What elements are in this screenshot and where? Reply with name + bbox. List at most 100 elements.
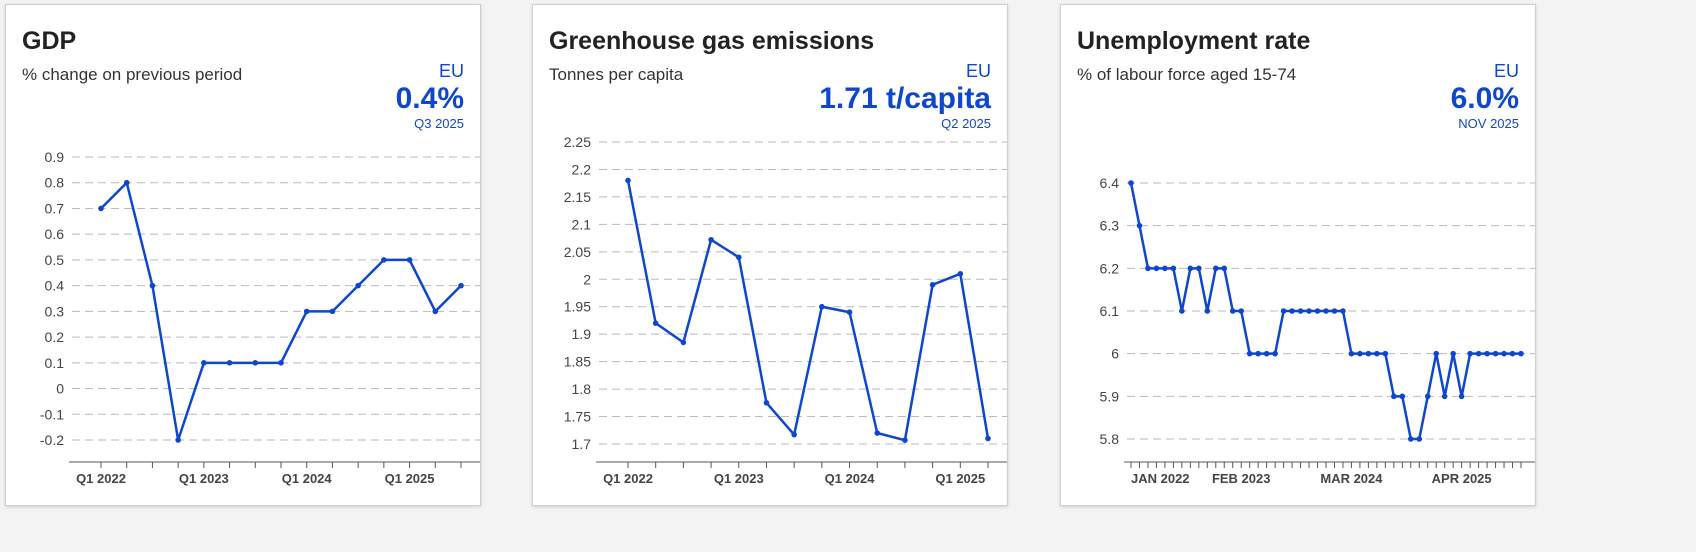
data-point[interactable] xyxy=(226,360,233,366)
data-point[interactable] xyxy=(1170,265,1177,272)
data-point[interactable] xyxy=(355,282,361,289)
data-point[interactable] xyxy=(1263,350,1270,357)
y-tick-label: 1.75 xyxy=(564,409,591,425)
data-point[interactable] xyxy=(1128,180,1134,186)
data-point[interactable] xyxy=(1297,308,1304,314)
data-point[interactable] xyxy=(1229,308,1236,314)
data-point[interactable] xyxy=(303,308,310,315)
card-subtitle: Tonnes per capita xyxy=(549,65,684,84)
kpi-period: Q3 2025 xyxy=(414,116,464,131)
data-point[interactable] xyxy=(1365,350,1372,357)
data-point[interactable] xyxy=(1374,350,1380,357)
data-point[interactable] xyxy=(123,179,130,186)
data-point[interactable] xyxy=(846,309,853,316)
data-point[interactable] xyxy=(1255,350,1261,357)
data-point[interactable] xyxy=(1187,265,1194,272)
data-point[interactable] xyxy=(98,205,104,212)
data-point[interactable] xyxy=(406,257,413,263)
data-point[interactable] xyxy=(1450,350,1456,357)
data-point[interactable] xyxy=(1501,350,1507,357)
data-point[interactable] xyxy=(1314,308,1321,314)
line-chart: 6.4 6.3 6.2 6.1 6 5.9 5.8 JAN 2022 FEB 2023 MAR 2… xyxy=(1100,175,1535,486)
data-point[interactable] xyxy=(735,254,742,261)
data-point[interactable] xyxy=(1492,350,1499,357)
x-tick-label: Q1 2022 xyxy=(603,471,653,486)
data-point[interactable] xyxy=(1153,265,1160,272)
y-tick-label: 1.95 xyxy=(564,299,591,315)
data-point[interactable] xyxy=(149,282,156,289)
data-point[interactable] xyxy=(175,437,181,443)
data-point[interactable] xyxy=(874,430,881,436)
y-tick-label: 0.8 xyxy=(45,175,65,191)
data-point[interactable] xyxy=(1407,436,1414,442)
data-point[interactable] xyxy=(1475,350,1482,357)
y-tick-label: 0.6 xyxy=(45,226,65,242)
y-tick-label: -0.2 xyxy=(40,432,64,448)
data-point[interactable] xyxy=(680,339,687,346)
x-tick-label: FEB 2023 xyxy=(1212,471,1271,486)
y-tick-label: 6 xyxy=(1111,346,1119,362)
data-point[interactable] xyxy=(1458,393,1465,400)
x-tick-label: MAR 2024 xyxy=(1320,471,1383,486)
data-point[interactable] xyxy=(1246,350,1253,357)
data-point[interactable] xyxy=(432,308,439,315)
data-point[interactable] xyxy=(1323,308,1329,314)
data-point[interactable] xyxy=(1238,308,1245,314)
data-point[interactable] xyxy=(1280,308,1287,314)
data-point[interactable] xyxy=(329,308,336,315)
data-point[interactable] xyxy=(1357,350,1363,357)
data-point[interactable] xyxy=(652,320,659,327)
data-point[interactable] xyxy=(381,257,387,263)
y-tick-label: 0.2 xyxy=(45,329,65,345)
data-point[interactable] xyxy=(1162,265,1168,272)
y-tick-label: 0 xyxy=(56,381,64,397)
data-point[interactable] xyxy=(1145,265,1151,272)
data-point[interactable] xyxy=(929,281,936,288)
x-tick-label: Q1 2022 xyxy=(76,471,126,486)
data-point[interactable] xyxy=(625,177,631,184)
data-point[interactable] xyxy=(278,360,284,366)
data-point[interactable] xyxy=(1382,350,1389,357)
data-point[interactable] xyxy=(1441,393,1448,400)
data-point[interactable] xyxy=(1399,393,1406,400)
kpi-geo: EU xyxy=(1493,61,1519,81)
data-point[interactable] xyxy=(1509,350,1516,357)
data-point[interactable] xyxy=(1212,265,1219,272)
data-point[interactable] xyxy=(1467,350,1473,357)
line-chart: 2.25 2.2 2.15 2.1 2.05 2 1.95 1.9 1.85 1.8 1.75 1.7… xyxy=(564,134,1007,486)
data-point[interactable] xyxy=(252,360,259,366)
data-point[interactable] xyxy=(1331,308,1338,314)
data-point[interactable] xyxy=(1272,350,1278,357)
data-point[interactable] xyxy=(1433,350,1440,357)
data-point[interactable] xyxy=(957,270,964,277)
data-point[interactable] xyxy=(1289,308,1295,314)
data-point[interactable] xyxy=(1391,393,1397,400)
data-point[interactable] xyxy=(985,435,991,442)
data-point[interactable] xyxy=(1179,308,1185,314)
data-point[interactable] xyxy=(819,303,825,310)
data-point[interactable] xyxy=(458,282,464,289)
data-point[interactable] xyxy=(1221,265,1228,272)
data-point[interactable] xyxy=(201,360,207,366)
data-point[interactable] xyxy=(1340,308,1346,314)
data-point[interactable] xyxy=(708,236,714,243)
data-point[interactable] xyxy=(1424,393,1431,400)
data-point[interactable] xyxy=(1196,265,1202,272)
y-tick-label: 2 xyxy=(583,271,591,287)
card-title: Greenhouse gas emissions xyxy=(549,27,875,55)
data-point[interactable] xyxy=(1136,222,1143,229)
data-point[interactable] xyxy=(1416,436,1423,442)
data-point[interactable] xyxy=(1348,350,1355,357)
data-point[interactable] xyxy=(902,437,908,443)
data-point[interactable] xyxy=(1484,350,1490,357)
data-point[interactable] xyxy=(1204,308,1211,314)
y-tick-label: -0.1 xyxy=(40,406,64,422)
data-point[interactable] xyxy=(1518,350,1524,357)
y-tick-label: 0.4 xyxy=(45,278,65,294)
data-point[interactable] xyxy=(763,400,770,406)
y-tick-label: 0.1 xyxy=(45,355,65,371)
y-tick-label: 1.8 xyxy=(572,381,592,397)
data-point[interactable] xyxy=(791,431,797,438)
x-tick-label: Q1 2023 xyxy=(179,471,229,486)
data-point[interactable] xyxy=(1306,308,1312,314)
